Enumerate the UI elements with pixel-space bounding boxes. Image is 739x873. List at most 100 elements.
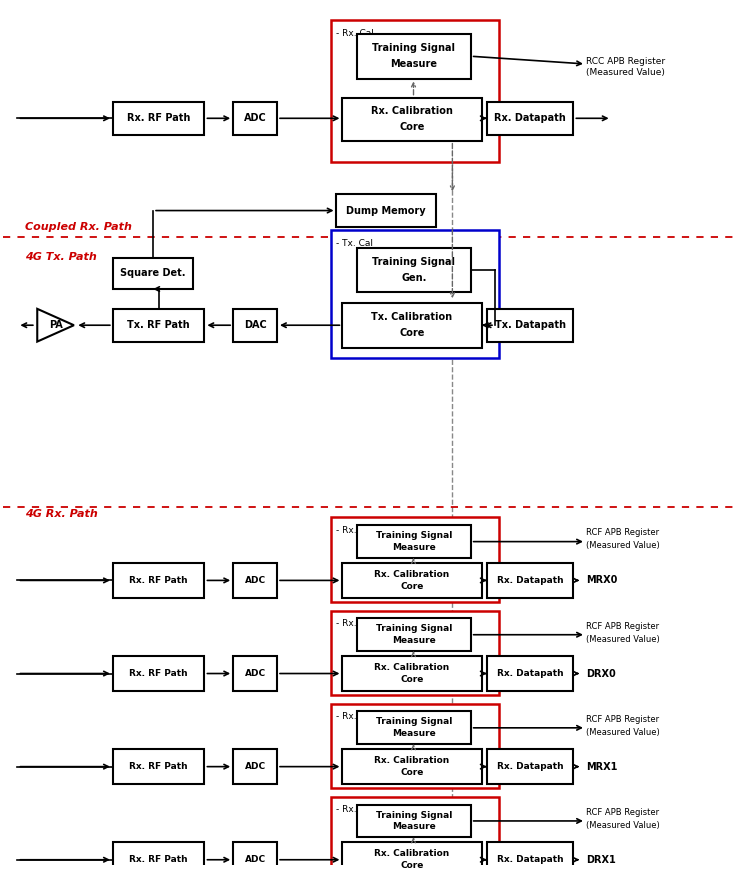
Text: Measure: Measure [392, 543, 436, 552]
FancyBboxPatch shape [487, 102, 573, 134]
FancyBboxPatch shape [113, 842, 205, 873]
FancyBboxPatch shape [331, 230, 499, 358]
Text: Square Det.: Square Det. [120, 269, 186, 278]
Text: Rx. RF Path: Rx. RF Path [129, 576, 188, 585]
Text: DAC: DAC [244, 320, 267, 330]
Text: Rx. Calibration: Rx. Calibration [375, 756, 449, 765]
Text: RCF APB Register: RCF APB Register [586, 808, 659, 817]
Text: RCC APB Register: RCC APB Register [586, 57, 665, 65]
Text: Dump Memory: Dump Memory [346, 205, 426, 216]
FancyBboxPatch shape [487, 749, 573, 784]
FancyBboxPatch shape [336, 194, 435, 227]
Text: Core: Core [399, 122, 425, 132]
Text: Training Signal: Training Signal [372, 43, 455, 53]
Text: Gen.: Gen. [401, 272, 426, 283]
Text: 4G Rx. Path: 4G Rx. Path [25, 509, 98, 519]
Text: ADC: ADC [245, 669, 265, 678]
FancyBboxPatch shape [342, 842, 482, 873]
Text: MRX0: MRX0 [586, 575, 617, 586]
FancyBboxPatch shape [487, 563, 573, 598]
Text: Training Signal: Training Signal [375, 531, 452, 540]
Text: Rx. Datapath: Rx. Datapath [494, 113, 566, 123]
FancyBboxPatch shape [357, 526, 471, 558]
Text: ADC: ADC [245, 856, 265, 864]
Text: Rx. Datapath: Rx. Datapath [497, 856, 563, 864]
FancyBboxPatch shape [331, 518, 499, 602]
FancyBboxPatch shape [113, 656, 205, 691]
Text: Rx. Calibration: Rx. Calibration [375, 663, 449, 672]
Text: Training Signal: Training Signal [375, 718, 452, 726]
Text: Rx. Calibration: Rx. Calibration [375, 570, 449, 579]
Text: Rx. RF Path: Rx. RF Path [129, 856, 188, 864]
Text: Tx. Datapath: Tx. Datapath [494, 320, 565, 330]
FancyBboxPatch shape [233, 563, 277, 598]
Text: MRX1: MRX1 [586, 761, 617, 772]
Text: Tx. RF Path: Tx. RF Path [127, 320, 190, 330]
Text: Core: Core [401, 582, 423, 591]
Text: Rx. Datapath: Rx. Datapath [497, 669, 563, 678]
Text: (Measured Value): (Measured Value) [586, 541, 660, 550]
Text: Training Signal: Training Signal [375, 810, 452, 820]
Text: Rx. Calibration: Rx. Calibration [375, 849, 449, 858]
FancyBboxPatch shape [357, 711, 471, 744]
Text: ADC: ADC [244, 113, 267, 123]
Text: (Measured Value): (Measured Value) [586, 635, 660, 643]
FancyBboxPatch shape [487, 842, 573, 873]
Text: Training Signal: Training Signal [375, 624, 452, 633]
Text: RCF APB Register: RCF APB Register [586, 715, 659, 724]
Text: Rx. RF Path: Rx. RF Path [129, 762, 188, 771]
Text: Coupled Rx. Path: Coupled Rx. Path [25, 222, 132, 232]
Text: - Rx. Cal: - Rx. Cal [336, 619, 374, 629]
Text: Measure: Measure [392, 822, 436, 831]
FancyBboxPatch shape [357, 249, 471, 292]
Text: - Tx. Cal: - Tx. Cal [336, 239, 372, 248]
Text: - Rx. Cal: - Rx. Cal [336, 29, 374, 38]
FancyBboxPatch shape [331, 20, 499, 162]
FancyBboxPatch shape [342, 563, 482, 598]
FancyBboxPatch shape [331, 797, 499, 873]
FancyBboxPatch shape [342, 749, 482, 784]
FancyBboxPatch shape [113, 309, 205, 341]
Text: (Measured Value): (Measured Value) [586, 728, 660, 737]
Text: Core: Core [401, 862, 423, 870]
Text: RCF APB Register: RCF APB Register [586, 528, 659, 538]
FancyBboxPatch shape [487, 656, 573, 691]
FancyBboxPatch shape [113, 258, 194, 289]
Text: ADC: ADC [245, 576, 265, 585]
FancyBboxPatch shape [233, 842, 277, 873]
FancyBboxPatch shape [233, 656, 277, 691]
FancyBboxPatch shape [342, 303, 482, 347]
Text: DRX0: DRX0 [586, 669, 616, 678]
FancyBboxPatch shape [113, 102, 205, 134]
Text: Rx. Calibration: Rx. Calibration [371, 107, 453, 116]
FancyBboxPatch shape [357, 34, 471, 79]
Text: Measure: Measure [392, 729, 436, 739]
Text: Measure: Measure [390, 59, 437, 69]
FancyBboxPatch shape [357, 618, 471, 651]
Text: Measure: Measure [392, 636, 436, 645]
FancyBboxPatch shape [113, 749, 205, 784]
FancyBboxPatch shape [331, 704, 499, 788]
Text: (Measured Value): (Measured Value) [586, 821, 660, 829]
Text: Core: Core [401, 768, 423, 777]
Text: Rx. RF Path: Rx. RF Path [129, 669, 188, 678]
Text: Tx. Calibration: Tx. Calibration [372, 313, 452, 322]
Text: PA: PA [49, 320, 63, 330]
Text: Rx. Datapath: Rx. Datapath [497, 576, 563, 585]
Text: DRX1: DRX1 [586, 855, 616, 865]
FancyBboxPatch shape [113, 563, 205, 598]
FancyBboxPatch shape [357, 805, 471, 837]
Text: Rx. Datapath: Rx. Datapath [497, 762, 563, 771]
Text: ADC: ADC [245, 762, 265, 771]
FancyBboxPatch shape [342, 98, 482, 141]
Text: - Rx. Cal: - Rx. Cal [336, 712, 374, 721]
FancyBboxPatch shape [233, 102, 277, 134]
FancyBboxPatch shape [487, 309, 573, 341]
FancyBboxPatch shape [233, 309, 277, 341]
Text: Core: Core [401, 675, 423, 684]
Text: RCF APB Register: RCF APB Register [586, 622, 659, 630]
FancyBboxPatch shape [233, 749, 277, 784]
Text: Training Signal: Training Signal [372, 258, 455, 267]
Text: Core: Core [399, 328, 425, 338]
Text: (Measured Value): (Measured Value) [586, 68, 665, 77]
